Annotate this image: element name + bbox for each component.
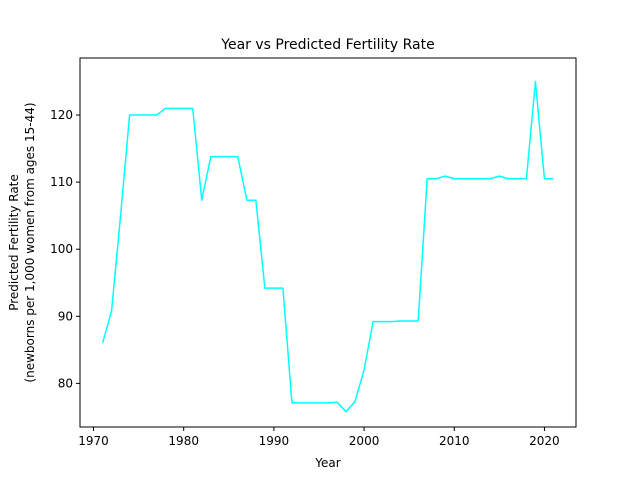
series-line bbox=[101, 80, 554, 413]
y-tick-label: 120 bbox=[50, 108, 73, 122]
x-axis-ticks: 1970 1980 1990 2000 2010 2020 bbox=[78, 427, 560, 448]
y-tick-label: 90 bbox=[58, 309, 73, 323]
plot-area bbox=[101, 80, 554, 413]
y-tick-label: 80 bbox=[58, 376, 73, 390]
y-axis-ticks: 80 90 100 110 120 bbox=[50, 108, 80, 390]
x-tick-label: 2000 bbox=[349, 434, 380, 448]
y-tick-label: 100 bbox=[50, 242, 73, 256]
x-tick-label: 2020 bbox=[529, 434, 560, 448]
x-tick-label: 1970 bbox=[78, 434, 109, 448]
y-tick-label: 110 bbox=[50, 175, 73, 189]
x-tick-label: 1980 bbox=[168, 434, 199, 448]
y-axis-label-line2: (newborns per 1,000 women from ages 15-4… bbox=[23, 102, 37, 382]
y-axis-label-line1: Predicted Fertility Rate bbox=[7, 174, 21, 311]
x-tick-label: 1990 bbox=[259, 434, 290, 448]
chart-title: Year vs Predicted Fertility Rate bbox=[220, 37, 434, 53]
axes-frame bbox=[79, 57, 577, 428]
x-tick-label: 2010 bbox=[439, 434, 470, 448]
x-axis-label: Year bbox=[314, 456, 340, 470]
